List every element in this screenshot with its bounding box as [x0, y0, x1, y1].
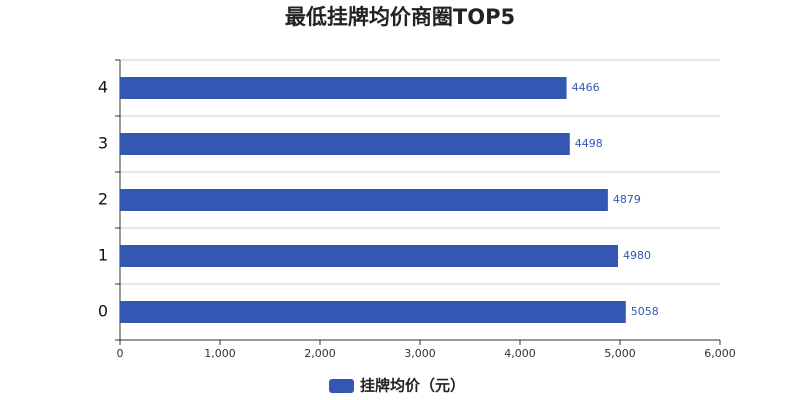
bar	[120, 189, 608, 211]
x-tick-label: 0	[117, 347, 124, 360]
value-label: 4466	[572, 81, 600, 94]
bar	[120, 301, 626, 323]
value-label: 4879	[613, 193, 641, 206]
y-tick-label: 1	[98, 246, 108, 265]
x-tick-label: 5,000	[604, 347, 636, 360]
value-label: 4498	[575, 137, 603, 150]
bar	[120, 133, 570, 155]
y-tick-label: 0	[98, 302, 108, 321]
x-tick-label: 3,000	[404, 347, 436, 360]
bar	[120, 77, 567, 99]
x-tick-label: 4,000	[504, 347, 536, 360]
x-tick-label: 1,000	[204, 347, 236, 360]
y-tick-label: 4	[98, 78, 108, 97]
value-label: 4980	[623, 249, 651, 262]
chart-title: 最低挂牌均价商圈TOP5	[285, 5, 515, 29]
value-label: 5058	[631, 305, 659, 318]
y-tick-label: 2	[98, 190, 108, 209]
y-tick-label: 3	[98, 134, 108, 153]
x-tick-label: 6,000	[704, 347, 736, 360]
legend-label: 挂牌均价（元）	[360, 377, 465, 395]
bar	[120, 245, 618, 267]
x-tick-label: 2,000	[304, 347, 336, 360]
legend-swatch	[329, 379, 354, 393]
